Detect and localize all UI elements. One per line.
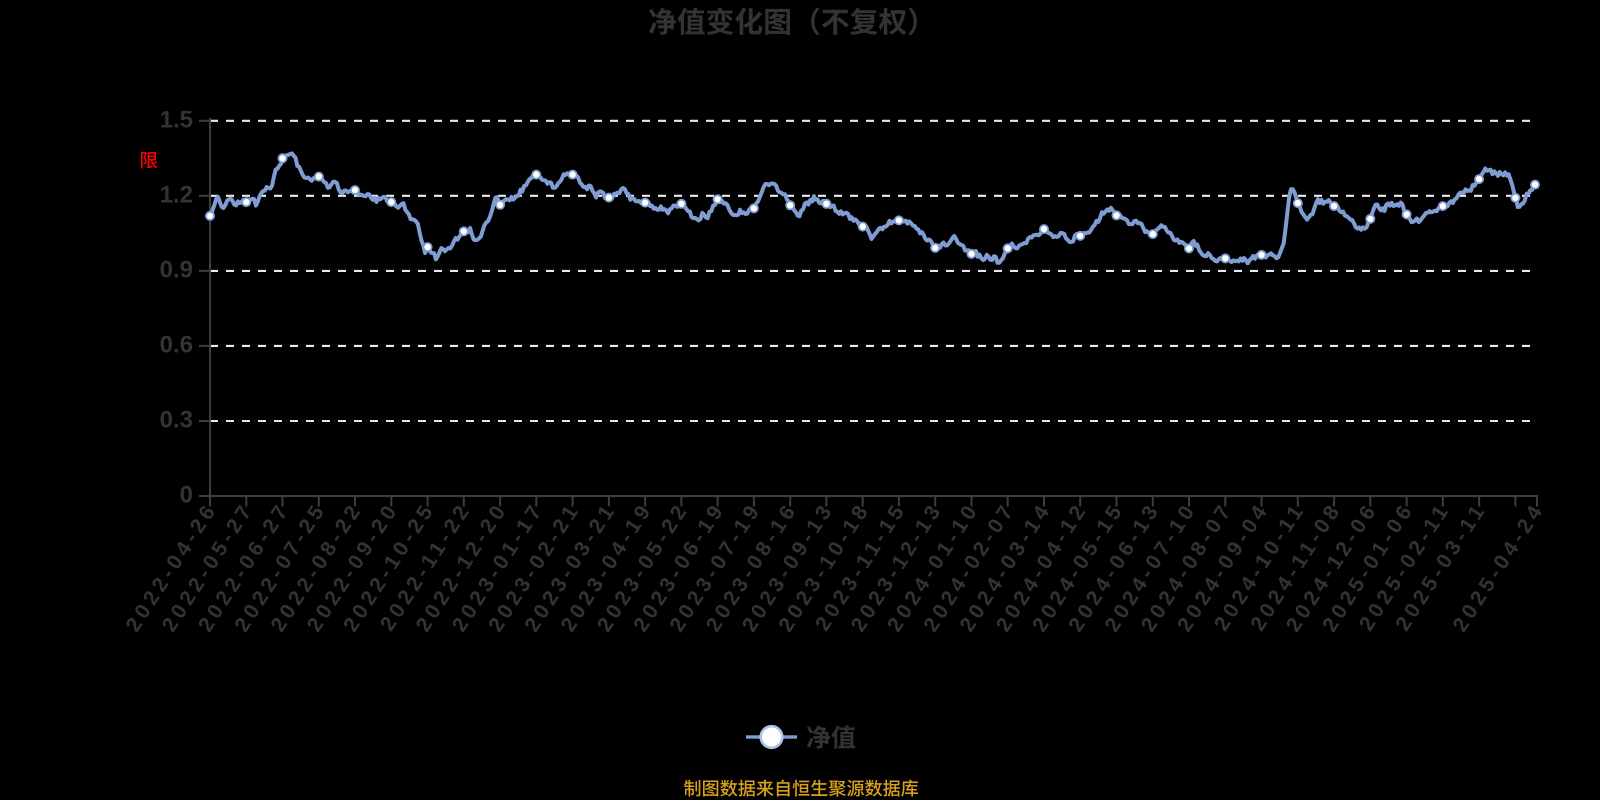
svg-text:1.5: 1.5 bbox=[160, 106, 193, 133]
svg-text:0.3: 0.3 bbox=[160, 407, 193, 434]
svg-text:1.2: 1.2 bbox=[160, 181, 193, 208]
svg-text:0.6: 0.6 bbox=[160, 331, 193, 358]
svg-text:0: 0 bbox=[180, 482, 193, 509]
svg-text:0.9: 0.9 bbox=[160, 256, 193, 283]
